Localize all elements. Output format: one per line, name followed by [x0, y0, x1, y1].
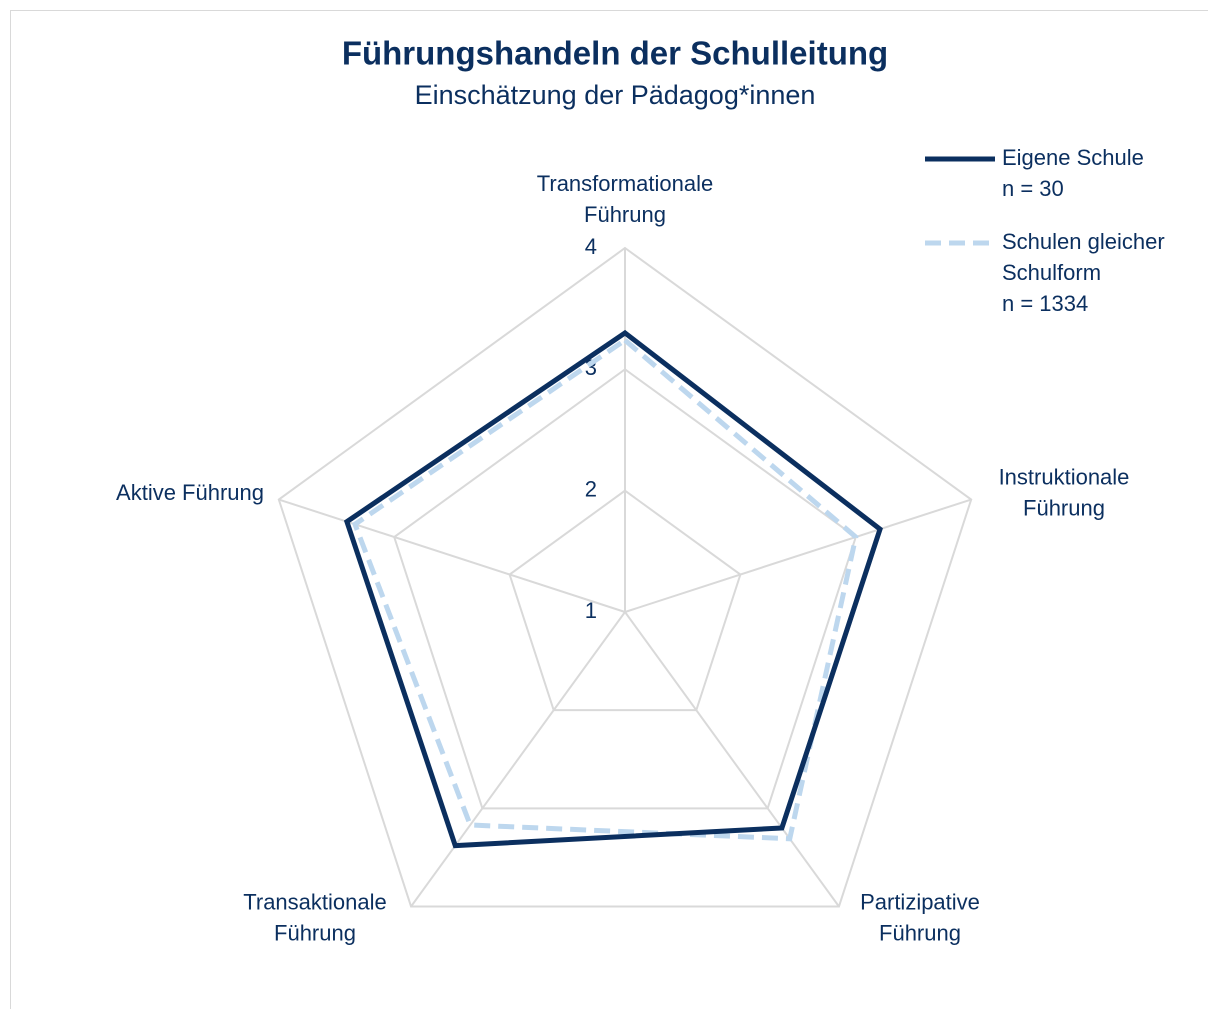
tick-label: 4	[585, 234, 597, 259]
tick-label: 2	[585, 476, 597, 501]
chart-frame	[10, 10, 1208, 1009]
spoke	[624, 498, 972, 613]
grid-ring	[277, 246, 973, 908]
category-label: Instruktionale Führung	[999, 464, 1130, 520]
spoke	[278, 498, 626, 613]
grid-ring	[508, 489, 742, 712]
series-line	[351, 337, 859, 842]
legend-label: Schulen gleicher Schulform n = 1334	[1002, 229, 1165, 316]
spoke	[624, 611, 840, 908]
grid-ring	[393, 368, 857, 810]
spoke	[410, 611, 626, 908]
series-line	[343, 329, 883, 849]
tick-label: 1	[585, 598, 597, 623]
category-label: Aktive Führung	[116, 480, 264, 505]
legend-label: Eigene Schule n = 30	[1002, 145, 1144, 201]
chart-subtitle: Einschätzung der Pädagog*innen	[415, 80, 816, 110]
chart-title: Führungshandeln der Schulleitung	[342, 35, 888, 72]
category-label: Transformationale Führung	[537, 171, 713, 227]
category-label: Transaktionale Führung	[243, 889, 386, 945]
category-label: Partizipative Führung	[860, 889, 980, 945]
